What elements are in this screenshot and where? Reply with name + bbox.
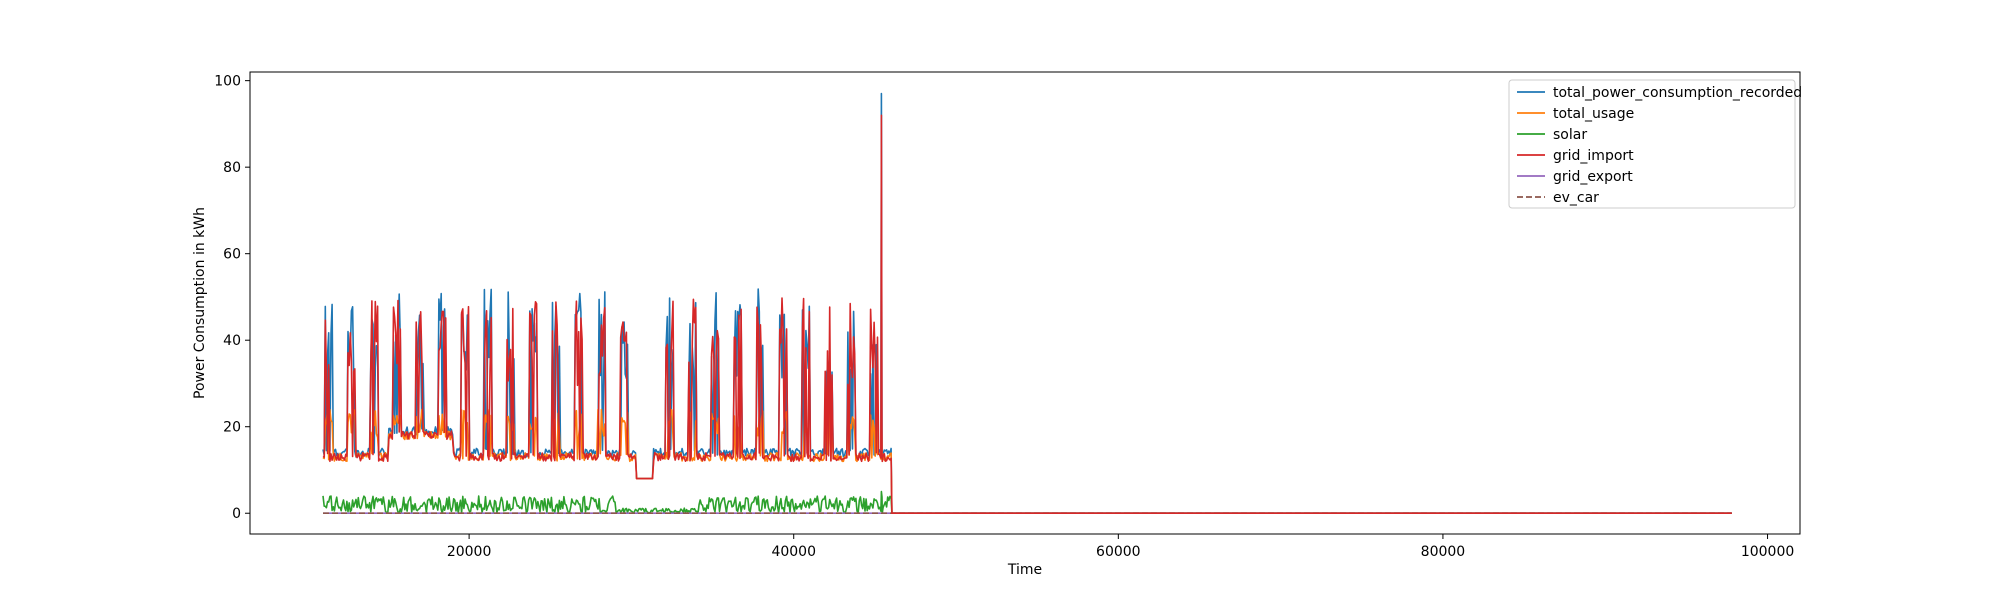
legend-label-total_power_consumption_recorded: total_power_consumption_recorded [1553, 85, 1802, 101]
y-tick-label: 20 [223, 420, 241, 436]
x-tick-label: 100000 [1741, 544, 1794, 560]
legend-frame [1508, 79, 1796, 209]
y-tick-label: 40 [223, 333, 241, 349]
legend: total_power_consumption_recorded total_us… [1508, 79, 1802, 209]
plot-frame [249, 71, 1801, 535]
series-line-solar [322, 490, 1732, 514]
series-line-grid_import [322, 114, 1732, 514]
y-tick-label: 60 [223, 247, 241, 263]
y-tick-label: 80 [223, 160, 241, 176]
series-line-total_power_consumption_recorded [322, 92, 1732, 514]
x-tick-label: 20000 [447, 544, 492, 560]
legend-label-grid_export: grid_export [1553, 169, 1633, 185]
y-tick-label: 100 [214, 74, 241, 90]
legend-label-solar: solar [1553, 127, 1587, 143]
x-tick-label: 80000 [1421, 544, 1466, 560]
legend-label-total_usage: total_usage [1553, 106, 1634, 122]
x-axis-label: Time [1007, 562, 1042, 578]
x-axis: 20000 40000 60000 80000 100000 [447, 534, 1794, 560]
y-tick-label: 0 [232, 506, 241, 522]
x-tick-label: 60000 [1096, 544, 1141, 560]
legend-label-grid_import: grid_import [1553, 148, 1634, 164]
legend-label-ev_car: ev_car [1553, 190, 1599, 206]
x-tick-label: 40000 [771, 544, 816, 560]
y-axis-label: Power Consumption in kWh [192, 207, 208, 399]
plot-area [322, 92, 1732, 514]
y-axis: 0 20 40 60 80 100 [214, 74, 250, 522]
